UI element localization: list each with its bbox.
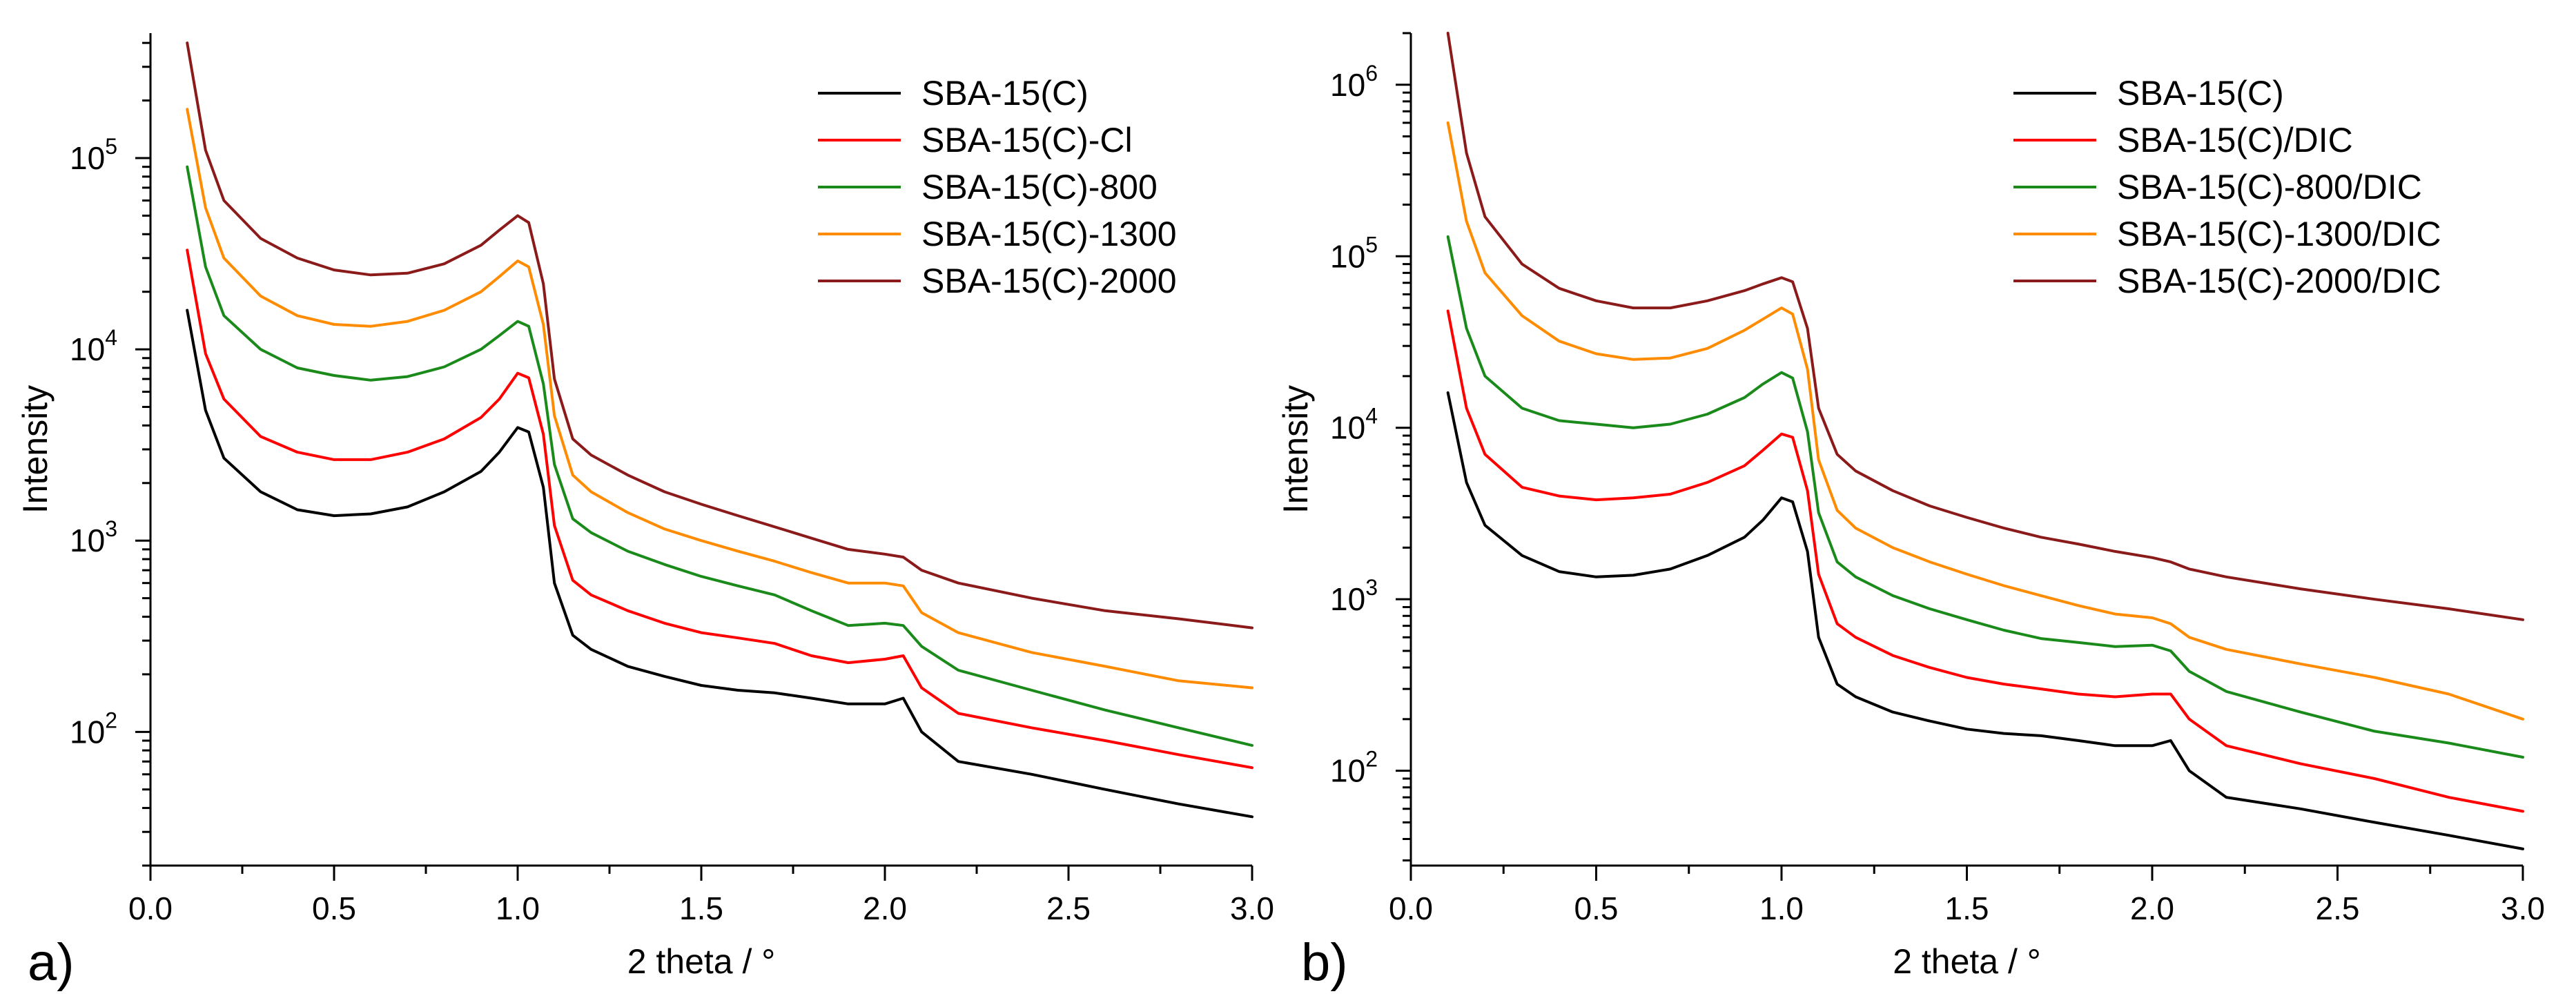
y-tick-label: 102 [70, 708, 117, 750]
x-tick-label: 1.0 [496, 890, 540, 926]
series-line-5 [1446, 32, 2524, 621]
x-tick-label: 0.5 [1574, 890, 1619, 926]
legend-label: SBA-15(C)-2000/DIC [2117, 262, 2441, 300]
x-tick-label: 2.0 [863, 890, 907, 926]
series-line-4 [186, 108, 1253, 690]
x-tick-label: 3.0 [2501, 890, 2545, 926]
x-axis-label: 2 theta / ° [1893, 942, 2041, 981]
y-tick-label: 103 [70, 516, 117, 558]
series-line-4 [1446, 121, 2524, 721]
y-tick-label: 105 [1330, 232, 1378, 274]
x-tick-label: 2.5 [1046, 890, 1091, 926]
x-tick-label: 0.0 [1389, 890, 1433, 926]
series-line-2 [1446, 309, 2524, 813]
legend-label: SBA-15(C) [2117, 74, 2284, 113]
y-tick-label: 104 [1330, 404, 1378, 446]
series-line-3 [186, 165, 1253, 747]
y-tick-label: 102 [1330, 747, 1378, 789]
series-line-3 [1446, 235, 2524, 759]
legend-label: SBA-15(C)-Cl [921, 121, 1133, 159]
x-axis-label: 2 theta / ° [627, 942, 776, 981]
y-tick-label: 103 [1330, 575, 1378, 617]
panel-label: b) [1301, 933, 1348, 992]
legend-label: SBA-15(C)-800 [921, 168, 1158, 206]
series-line-1 [186, 309, 1253, 819]
axes-frame [1409, 33, 2523, 867]
panel-b: 0.0 0.5 1.0 1.5 2.0 2.5 3.0 102 103 104 105 106 2 th… [1276, 32, 2545, 992]
legend-label: SBA-15(C)/DIC [2117, 121, 2353, 159]
panel-a: 0.0 0.5 1.0 1.5 2.0 2.5 3.0 102 103 104 105 2 theta… [16, 33, 1274, 992]
panel-label: a) [28, 933, 75, 992]
x-tick-label: 0.5 [312, 890, 356, 926]
x-tick-label: 3.0 [1230, 890, 1274, 926]
x-tick-label: 0.0 [128, 890, 173, 926]
y-axis-label: Intensity [16, 385, 55, 514]
y-tick-label: 105 [70, 134, 117, 176]
series-line-5 [186, 41, 1253, 630]
y-tick-label: 104 [70, 325, 117, 367]
x-tick-label: 1.5 [1945, 890, 1989, 926]
y-axis-label: Intensity [1276, 385, 1315, 514]
x-tick-label: 2.5 [2316, 890, 2360, 926]
series-line-1 [1446, 391, 2524, 850]
x-tick-label: 1.0 [1759, 890, 1804, 926]
x-tick-label: 2.0 [2130, 890, 2174, 926]
legend-label: SBA-15(C)-1300 [921, 215, 1177, 253]
legend-label: SBA-15(C) [921, 74, 1089, 113]
x-tick-label: 1.5 [679, 890, 723, 926]
series-line-2 [186, 248, 1253, 770]
legend-label: SBA-15(C)-1300/DIC [2117, 215, 2441, 253]
legend-label: SBA-15(C)-2000 [921, 262, 1177, 300]
legend-label: SBA-15(C)-800/DIC [2117, 168, 2422, 206]
y-tick-label: 106 [1330, 61, 1378, 103]
